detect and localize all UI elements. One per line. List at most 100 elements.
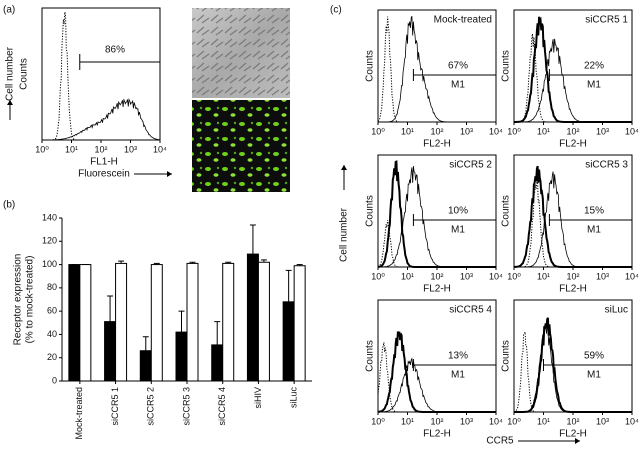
x-axis-label: FL2-H: [423, 284, 451, 295]
x-tick-label: 10¹: [537, 126, 550, 136]
arrow-head: [167, 171, 172, 177]
bar: [257, 261, 270, 382]
y-tick-label: 40: [47, 329, 57, 339]
plot-title: Mock-treated: [434, 15, 492, 26]
gate-name: M1: [451, 225, 465, 236]
histogram-curve: [513, 165, 632, 268]
x-tick-label: siLuc: [289, 387, 299, 409]
x-tick-label: 10⁴: [489, 271, 503, 281]
x-tick-label: 10³: [460, 416, 473, 426]
x-tick-label: 10²: [94, 144, 107, 154]
outer-x-label: CCR5: [486, 436, 514, 447]
x-tick-label: 10⁰: [507, 126, 521, 136]
x-tick-label: 10⁰: [371, 416, 385, 426]
bar: [282, 301, 295, 382]
panel-label: (b): [3, 200, 15, 211]
gate-name: M1: [451, 80, 465, 91]
gate-label: 15%: [584, 206, 604, 217]
phase-contrast-cells: [192, 8, 290, 98]
x-tick-label: 10⁰: [371, 271, 385, 281]
panel-label: (c): [330, 5, 342, 16]
x-tick-label: 10⁴: [625, 416, 639, 426]
gate-label: 22%: [584, 61, 604, 72]
y-axis-label: Counts: [365, 195, 376, 227]
arrow-head: [575, 438, 580, 444]
microscopy-images: [192, 8, 290, 192]
y-axis-label: Receptor expression: [13, 254, 24, 346]
y-tick-label: 140: [42, 212, 57, 222]
x-tick-label: 10⁴: [625, 271, 639, 281]
plot-frame: [377, 9, 497, 123]
bar: [211, 344, 224, 382]
arrow-head: [341, 165, 347, 170]
x-tick-label: 10⁰: [371, 126, 385, 136]
plot-frame: [513, 9, 633, 123]
x-tick-label: 10²: [566, 271, 579, 281]
bar: [79, 264, 92, 382]
x-tick-label: 10³: [124, 144, 137, 154]
y-axis-label: Counts: [365, 50, 376, 82]
histogram-curve: [514, 16, 632, 123]
bar: [186, 262, 199, 382]
x-tick-label: siCCR5 1: [110, 387, 120, 426]
x-tick-label: 10³: [596, 126, 609, 136]
histogram-curve: [378, 16, 496, 123]
x-tick-label: 10³: [460, 126, 473, 136]
x-tick-label: 10¹: [401, 126, 414, 136]
x-tick-label: 10¹: [401, 271, 414, 281]
bar: [293, 265, 306, 382]
x-tick-label: siCCR5 4: [217, 387, 227, 426]
x-tick-label: siCCR5 3: [181, 387, 191, 426]
histogram-curve: [42, 11, 160, 141]
x-tick-label: 10²: [430, 416, 443, 426]
x-tick-label: 10³: [596, 271, 609, 281]
outer-y-label: Cell number: [5, 46, 16, 101]
y-tick-label: 80: [47, 282, 57, 292]
gate-label: 59%: [584, 351, 604, 362]
x-tick-label: 10⁴: [489, 416, 503, 426]
x-tick-label: 10³: [460, 271, 473, 281]
x-tick-label: 10³: [596, 416, 609, 426]
x-tick-label: 10⁰: [35, 144, 49, 154]
outer-y-label: Cell number: [339, 207, 350, 262]
x-tick-label: siHIV: [253, 387, 263, 409]
plot-title: siLuc: [605, 305, 628, 316]
x-axis-label: FL2-H: [559, 284, 587, 295]
panel-label: (a): [3, 5, 15, 16]
histogram-curve: [513, 331, 632, 413]
gate-name: M1: [587, 80, 601, 91]
x-tick-label: Mock-treated: [74, 387, 84, 440]
y-tick-label: 120: [42, 236, 57, 246]
histogram-curve: [377, 331, 496, 413]
x-tick-label: 10⁴: [625, 126, 639, 136]
histogram-curve: [378, 357, 496, 413]
x-tick-label: 10⁰: [507, 271, 521, 281]
y-axis-label: (% to mock-treated): [25, 256, 36, 344]
histogram-curve: [514, 325, 632, 413]
plot-title: siCCR5 3: [585, 160, 628, 171]
histogram-curve: [514, 317, 632, 413]
gate-label: 86%: [105, 45, 125, 56]
histogram-curve: [378, 166, 496, 268]
gate-name: M1: [587, 370, 601, 381]
x-axis-label: FL2-H: [559, 429, 587, 440]
bar: [222, 262, 235, 382]
plot-title: siCCR5 1: [585, 15, 628, 26]
x-tick-label: 10²: [430, 271, 443, 281]
histogram-curve: [377, 16, 496, 123]
y-tick-label: 20: [47, 352, 57, 362]
plot-frame: [513, 299, 633, 413]
bar: [246, 253, 259, 382]
y-tick-label: 0: [52, 375, 57, 385]
histogram-curve: [377, 220, 496, 268]
bar: [68, 264, 81, 382]
gate-label: 67%: [448, 61, 468, 72]
gate-name: M1: [587, 225, 601, 236]
x-tick-label: 10²: [566, 416, 579, 426]
bar: [115, 262, 128, 382]
x-tick-label: 10²: [430, 126, 443, 136]
x-axis-label: FL2-H: [423, 139, 451, 150]
bar: [104, 321, 117, 382]
